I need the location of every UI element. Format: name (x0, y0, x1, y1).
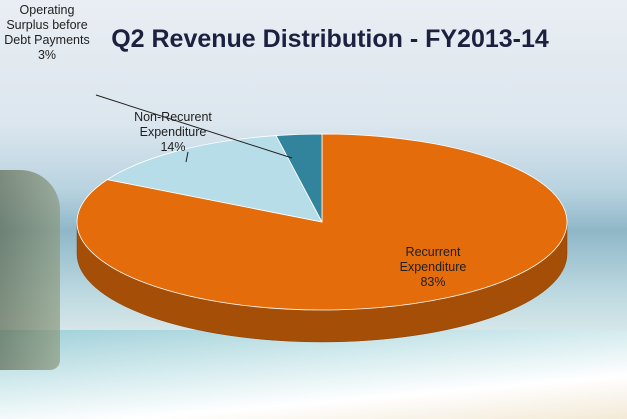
background-sea (0, 330, 627, 419)
slice (275, 133, 323, 223)
background-rock (0, 170, 60, 370)
value-label: 14% (160, 140, 186, 154)
leader-line (95, 94, 293, 159)
category-name: Operating Surplus before Debt Payments (4, 3, 90, 47)
value-label: 3% (37, 48, 57, 62)
slice-label: Operating Surplus before Debt Payments 3% (4, 3, 90, 63)
chart-title: Q2 Revenue Distribution - FY2013-14 (111, 25, 549, 53)
category-name: Recurrent Expenditure (399, 245, 467, 274)
leader-line (185, 151, 189, 163)
category-name: Non-Recurent Expenditure (134, 110, 212, 139)
slice-label: Non-Recurent Expenditure 14% (118, 110, 228, 155)
slice (106, 135, 323, 223)
value-label: 83% (420, 275, 446, 289)
slice-label: Recurrent Expenditure 83% (378, 245, 488, 290)
